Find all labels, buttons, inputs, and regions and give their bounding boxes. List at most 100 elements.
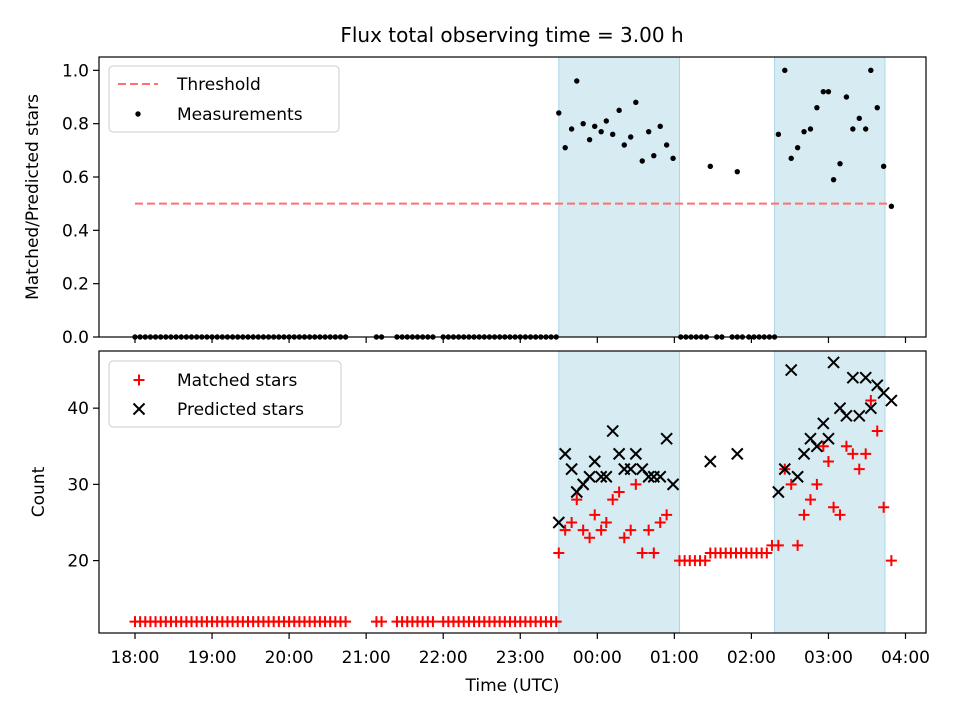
measurement-point (814, 104, 820, 111)
bottom-axes-frame (98, 350, 927, 634)
matched-star-point (699, 555, 711, 567)
measurement-point (775, 131, 782, 138)
y-tick-label: 0.0 (62, 328, 89, 348)
measurement-point (880, 163, 887, 170)
y-tick-label: 30 (67, 475, 89, 495)
predicted-star-point (791, 470, 804, 483)
top-shaded-regions (558, 56, 886, 338)
predicted-star-point (840, 409, 853, 422)
measurement-point (862, 126, 869, 132)
predicted-star-point (827, 356, 840, 369)
chart-title: Flux total observing time = 3.00 h (340, 23, 683, 47)
x-tick-label: 19:00 (188, 648, 237, 668)
matched-star-point (648, 547, 660, 559)
x-tick-label: 02:00 (727, 648, 776, 668)
x-tick-label: 22:00 (419, 648, 468, 668)
matched-star-point (630, 478, 642, 490)
measurement-point (825, 88, 832, 95)
matched-star-point (595, 524, 607, 536)
x-tick-label: 20:00 (265, 648, 314, 668)
predicted-star-point (853, 409, 866, 422)
measurement-point (670, 155, 676, 162)
measurement-point (574, 78, 580, 84)
predicted-star-point (606, 424, 619, 438)
y-tick-label: 0.8 (62, 115, 89, 135)
measurement-point (627, 134, 634, 140)
matched-star-point (828, 501, 840, 513)
predicted-star-point (772, 485, 785, 499)
shaded-region (774, 350, 886, 634)
measurement-point (633, 99, 639, 106)
measurement-point (586, 136, 593, 143)
predicted-star-point (810, 440, 824, 453)
predicted-star-point (797, 447, 811, 461)
predicted-star-point (612, 447, 626, 461)
matched-star-point (661, 509, 673, 521)
measurement-point (610, 131, 616, 138)
measurement-point (794, 144, 801, 151)
predicted-star-point (552, 516, 565, 529)
measurement-point (850, 126, 856, 132)
measurement-point (843, 94, 850, 100)
predicted-star-point (864, 401, 878, 415)
y-tick-label: 20 (67, 552, 89, 572)
matched-star-point (636, 547, 648, 559)
measurement-point (820, 88, 827, 95)
predicted-star-point (624, 462, 637, 476)
predicted-star-point (588, 455, 601, 468)
matched-star-point (607, 494, 619, 506)
matched-star-point (613, 486, 625, 498)
y-tick-label: 0.6 (62, 168, 89, 188)
matched-star-point (792, 539, 804, 551)
bottom-x-ticks: 18:00 19:00 20:00 21:00 22:00 23:00 00:00 01:00… (111, 633, 930, 668)
matched-star-point (840, 440, 852, 452)
matched-star-point (589, 509, 601, 521)
matched-star-point (340, 616, 352, 628)
measurement-point (651, 152, 657, 159)
matched-star-point (577, 524, 589, 536)
predicted-star-point (629, 447, 643, 461)
x-tick-label: 21:00 (342, 648, 391, 668)
matched-star-point (871, 425, 883, 437)
legend-measurements-label: Measurements (177, 105, 303, 125)
matched-star-point (834, 509, 846, 521)
matched-star-point (584, 532, 596, 544)
predicted-star-point (859, 371, 872, 384)
legend-measurements-swatch (135, 111, 141, 117)
bottom-count-points (129, 356, 898, 628)
measurement-point (645, 128, 652, 135)
matched-star-point (885, 555, 897, 567)
matched-star-point (772, 539, 784, 551)
x-axis-label: Time (UTC) (465, 676, 560, 696)
legend-predicted-swatch (132, 402, 146, 416)
measurement-point (663, 142, 670, 148)
x-tick-label: 23:00 (496, 648, 545, 668)
measurement-point (868, 67, 874, 74)
bottom-legend: Matched stars Predicted stars (108, 360, 342, 428)
predicted-star-point (885, 394, 898, 407)
top-panel: 0.0 0.2 0.4 0.6 0.8 1.0 Matched/Predicted sta… (23, 56, 927, 348)
predicted-star-point (846, 371, 860, 384)
predicted-star-point (666, 478, 680, 491)
matched-star-point (625, 524, 637, 536)
measurement-point (807, 126, 814, 132)
legend-matched-label: Matched stars (177, 371, 297, 391)
matched-star-point (860, 448, 872, 460)
measurement-point (734, 168, 740, 175)
measurement-point (837, 160, 843, 167)
measurement-point (562, 144, 568, 151)
predicted-star-point (785, 363, 798, 377)
x-tick-label: 01:00 (650, 648, 699, 668)
predicted-star-point (817, 417, 830, 430)
matched-star-point (811, 478, 823, 490)
measurement-point (580, 120, 586, 127)
matched-star-point (376, 616, 388, 628)
top-x-ticks (134, 337, 907, 343)
shaded-region (774, 56, 886, 338)
matched-star-point (804, 494, 816, 506)
x-tick-label: 03:00 (804, 648, 853, 668)
predicted-star-point (660, 432, 673, 445)
measurement-point (556, 110, 562, 116)
x-tick-label: 04:00 (881, 648, 930, 668)
